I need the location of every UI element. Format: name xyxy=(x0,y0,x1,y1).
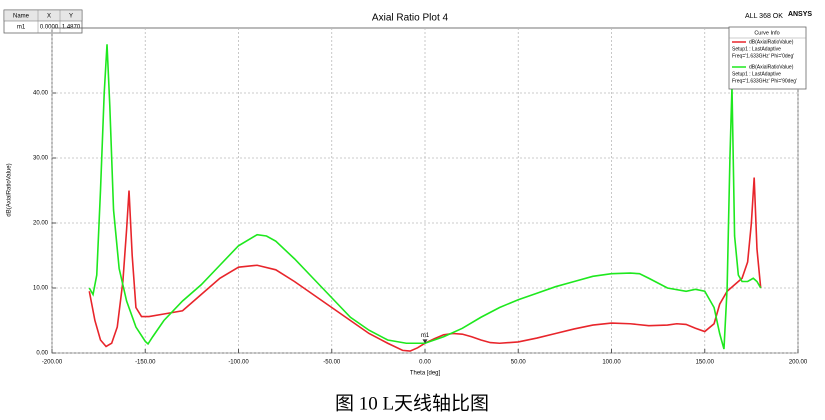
x-axis-label: Theta [deg] xyxy=(410,371,441,377)
table-header xyxy=(3,9,83,22)
x-tick-label: -50.00 xyxy=(323,360,341,366)
table-header-cell: Name xyxy=(13,14,30,20)
table-header-cell: Y xyxy=(69,14,73,20)
legend-setup: Setup1 : LastAdaptive xyxy=(732,46,781,52)
chart-title: Axial Ratio Plot 4 xyxy=(372,13,449,24)
x-tick-label: -200.00 xyxy=(42,360,63,366)
y-tick-label: 20.00 xyxy=(33,221,49,227)
legend-entry: dB(AxialRatioValue) xyxy=(749,64,794,70)
legend-setup: Setup1 : LastAdaptive xyxy=(732,71,781,77)
marker-point xyxy=(422,339,428,344)
marker-label: m1 xyxy=(421,333,430,339)
legend-freq: Freq='1.633GHz' Phi='0deg' xyxy=(732,53,794,59)
series-line xyxy=(88,44,762,350)
caption: 图 10 L天线轴比图 xyxy=(335,392,489,414)
x-tick-label: -100.00 xyxy=(228,360,249,366)
status: ALL 368 OK xyxy=(745,13,783,20)
table-cell: 1.4870 xyxy=(62,25,81,31)
series-line xyxy=(88,177,762,352)
x-tick-label: 100.00 xyxy=(602,360,621,366)
x-tick-label: 0.00 xyxy=(419,360,431,366)
legend-title: Curve Info xyxy=(754,30,779,36)
legend-freq: Freq='1.633GHz' Phi='90deg' xyxy=(732,78,797,84)
x-tick-label: 50.00 xyxy=(511,360,527,366)
y-axis-label: dB(AxialRatioValue) xyxy=(7,163,13,216)
x-tick-label: -150.00 xyxy=(135,360,156,366)
x-tick-label: 150.00 xyxy=(696,360,715,366)
legend-frame xyxy=(728,26,807,90)
y-tick-label: 0.00 xyxy=(36,351,48,357)
table-cell: 0.0000 xyxy=(40,25,59,31)
table-header-cell: X xyxy=(47,14,51,20)
x-tick-label: 200.00 xyxy=(789,360,808,366)
legend-entry: dB(AxialRatioValue) xyxy=(749,39,794,45)
y-tick-label: 40.00 xyxy=(33,91,49,97)
background xyxy=(0,0,825,385)
y-tick-label: 10.00 xyxy=(33,286,49,292)
table-cell: m1 xyxy=(17,25,26,31)
marker-table: Name X Y m1 0.0000 1.4870 xyxy=(3,9,83,34)
brand: ANSYS xyxy=(788,11,812,18)
y-tick-label: 30.00 xyxy=(33,156,49,162)
